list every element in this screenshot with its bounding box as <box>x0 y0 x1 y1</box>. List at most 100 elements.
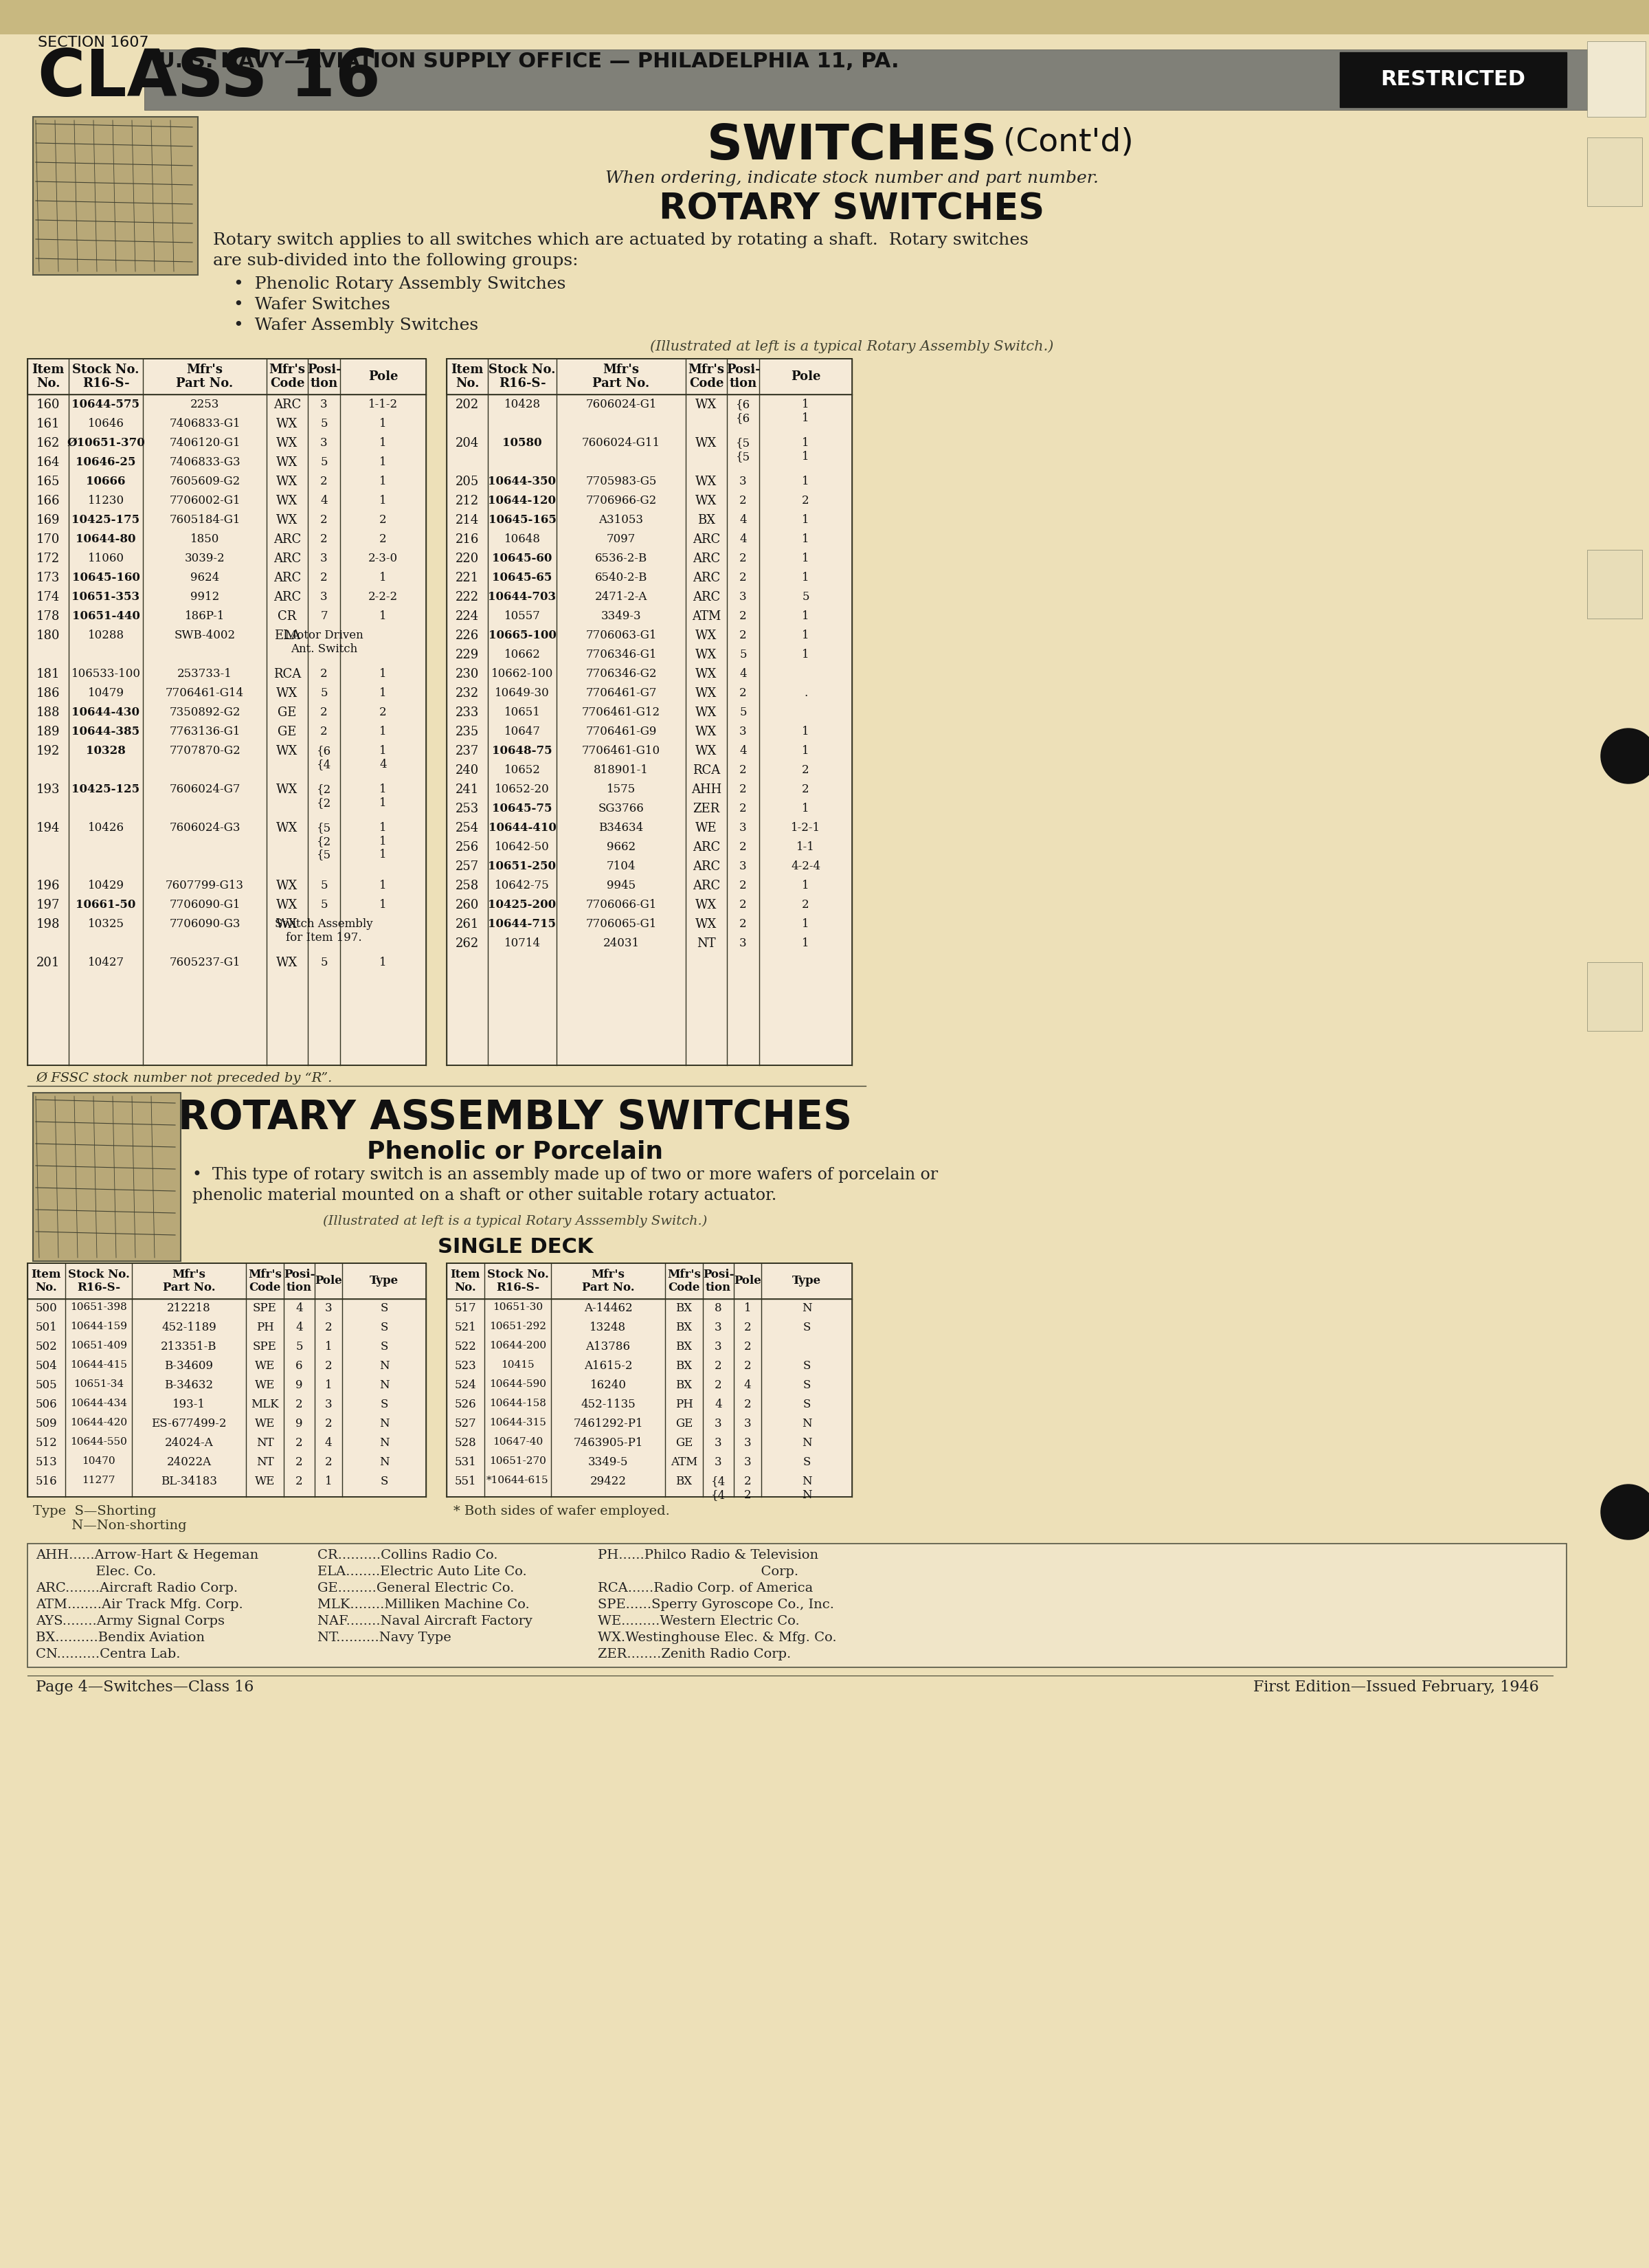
Text: 10666: 10666 <box>86 476 125 488</box>
Text: ARC: ARC <box>274 553 302 565</box>
Text: 2: 2 <box>739 494 747 506</box>
Text: B-34632: B-34632 <box>165 1379 213 1390</box>
Text: 169: 169 <box>36 515 59 526</box>
Text: 1: 1 <box>801 726 810 737</box>
Text: 10429: 10429 <box>87 880 124 891</box>
Text: 2: 2 <box>739 610 747 621</box>
Text: 3: 3 <box>325 1302 331 1313</box>
Text: 1: 1 <box>379 669 388 680</box>
Text: 4: 4 <box>739 669 747 680</box>
Bar <box>33 1093 181 1261</box>
Text: NT..........Navy Type: NT..........Navy Type <box>317 1631 452 1644</box>
Text: SECTION 1607: SECTION 1607 <box>38 36 148 50</box>
Text: 516: 516 <box>36 1476 58 1488</box>
Text: 2: 2 <box>379 708 388 719</box>
Text: Ø10651-370: Ø10651-370 <box>66 438 145 449</box>
Text: ELA: ELA <box>274 631 300 642</box>
Text: N
N: N N <box>801 1476 811 1501</box>
Text: WX: WX <box>277 898 298 912</box>
Text: 3039-2: 3039-2 <box>185 553 224 565</box>
Text: 6540-2-B: 6540-2-B <box>595 572 648 583</box>
Text: WX: WX <box>277 821 298 835</box>
Text: Mfr's
Code: Mfr's Code <box>688 363 724 390</box>
Text: Type: Type <box>792 1275 821 1286</box>
Text: 24031: 24031 <box>604 937 640 948</box>
Text: 10328: 10328 <box>86 744 125 758</box>
Text: SWB-4002: SWB-4002 <box>175 631 236 642</box>
Text: GE: GE <box>277 708 297 719</box>
Text: 3: 3 <box>714 1322 722 1334</box>
Text: GE.........General Electric Co.: GE.........General Electric Co. <box>317 1583 514 1594</box>
Text: 506: 506 <box>36 1399 58 1411</box>
Text: 10651-440: 10651-440 <box>73 610 140 621</box>
Text: B34634: B34634 <box>599 821 643 835</box>
Text: N: N <box>379 1456 389 1467</box>
Text: 2: 2 <box>714 1379 722 1390</box>
Text: 1: 1 <box>379 898 388 912</box>
Text: ARC: ARC <box>274 592 302 603</box>
Text: 10642-75: 10642-75 <box>495 880 549 891</box>
Text: 7706090-G3: 7706090-G3 <box>170 919 241 930</box>
Bar <box>28 1263 425 1497</box>
Text: 10651-34: 10651-34 <box>74 1379 124 1388</box>
Text: 2: 2 <box>744 1361 752 1372</box>
Text: 10662: 10662 <box>505 649 541 660</box>
Text: 10648: 10648 <box>505 533 541 544</box>
Text: ELA........Electric Auto Lite Co.: ELA........Electric Auto Lite Co. <box>317 1565 526 1579</box>
Text: 2: 2 <box>325 1456 331 1467</box>
Text: 224: 224 <box>455 610 478 624</box>
Text: WX: WX <box>696 687 717 699</box>
Text: Switch Assembly
for Item 197.: Switch Assembly for Item 197. <box>275 919 373 943</box>
Text: {5
{5: {5 {5 <box>735 438 750 463</box>
Text: 7706461-G12: 7706461-G12 <box>582 708 660 719</box>
Text: 2: 2 <box>320 726 328 737</box>
Text: 10645-60: 10645-60 <box>491 553 552 565</box>
Text: Type  S—Shorting
         N—Non-shorting: Type S—Shorting N—Non-shorting <box>33 1506 186 1531</box>
Text: 4: 4 <box>714 1399 722 1411</box>
Text: 193-1: 193-1 <box>173 1399 206 1411</box>
Text: 193: 193 <box>36 782 59 796</box>
Text: 161: 161 <box>36 417 59 431</box>
Text: ARC: ARC <box>693 553 721 565</box>
Text: 531: 531 <box>455 1456 477 1467</box>
Text: 198: 198 <box>36 919 59 930</box>
Text: GE: GE <box>277 726 297 737</box>
Text: 106533-100: 106533-100 <box>71 669 140 680</box>
Text: Pole: Pole <box>734 1275 762 1286</box>
Text: Mfr's
Code: Mfr's Code <box>668 1268 701 1293</box>
Text: RCA: RCA <box>274 669 302 680</box>
Text: 513: 513 <box>36 1456 58 1467</box>
Text: .: . <box>803 687 808 699</box>
Text: 5: 5 <box>320 898 328 912</box>
Text: 261: 261 <box>455 919 478 930</box>
Text: 10470: 10470 <box>82 1456 115 1465</box>
Text: 3: 3 <box>320 553 328 565</box>
Text: 2: 2 <box>714 1361 722 1372</box>
Text: ATM: ATM <box>693 610 721 624</box>
Text: 186P-1: 186P-1 <box>185 610 224 621</box>
Text: B-34609: B-34609 <box>165 1361 213 1372</box>
Text: 7104: 7104 <box>607 860 637 873</box>
Text: SG3766: SG3766 <box>599 803 645 814</box>
Text: WX: WX <box>277 417 298 431</box>
Text: 10646: 10646 <box>87 417 124 429</box>
Text: 1
1: 1 1 <box>379 782 388 810</box>
Text: SWITCHES: SWITCHES <box>707 122 998 170</box>
Text: 10646-25: 10646-25 <box>76 456 135 467</box>
Text: 2: 2 <box>739 764 747 776</box>
Text: S: S <box>381 1340 388 1352</box>
Text: Pole: Pole <box>790 370 821 383</box>
Text: BX: BX <box>676 1361 693 1372</box>
Text: WX: WX <box>277 957 298 968</box>
Text: 4-2-4: 4-2-4 <box>792 860 821 873</box>
Text: 202: 202 <box>455 399 478 411</box>
Text: 524: 524 <box>455 1379 477 1390</box>
Text: ARC: ARC <box>274 399 302 411</box>
Text: 1: 1 <box>379 456 388 467</box>
Text: ROTARY SWITCHES: ROTARY SWITCHES <box>660 191 1045 227</box>
Text: 5: 5 <box>320 456 328 467</box>
Text: 166: 166 <box>36 494 59 508</box>
Bar <box>28 1263 425 1300</box>
Text: 221: 221 <box>455 572 478 585</box>
Text: MLK........Milliken Machine Co.: MLK........Milliken Machine Co. <box>317 1599 529 1610</box>
